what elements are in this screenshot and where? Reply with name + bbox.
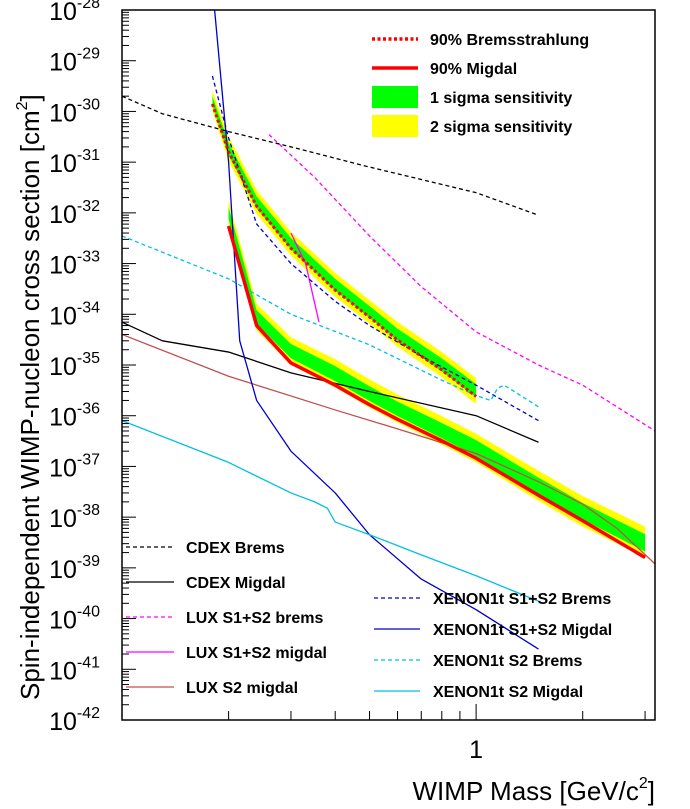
y-tick-power: -40 xyxy=(77,604,100,621)
y-axis-label-sup: 2 xyxy=(14,101,31,110)
legend-top-entry: 2 sigma sensitivity xyxy=(372,115,572,137)
y-tick-label: 10-38 xyxy=(49,502,100,533)
y-tick-label: 10-40 xyxy=(49,604,100,635)
y-tick-base: 10 xyxy=(49,49,77,77)
legend-top-entry: 90% Bremsstrahlung xyxy=(372,32,589,49)
legend-label: XENON1t S2 Migdal xyxy=(433,684,583,701)
y-tick-base: 10 xyxy=(49,201,77,229)
x-axis-label-end: ] xyxy=(648,776,655,806)
x-axis-label: WIMP Mass [GeV/c2] xyxy=(413,775,655,806)
legend-label: LUX S1+S2 brems xyxy=(186,610,324,627)
legend-top-entry: 1 sigma sensitivity xyxy=(372,86,572,108)
y-tick-power: -34 xyxy=(77,299,100,316)
y-tick-label: 10-28 xyxy=(49,0,100,26)
legend-label: XENON1t S2 Brems xyxy=(433,653,582,670)
legend-label: XENON1t S1+S2 Brems xyxy=(433,591,611,608)
y-tick-base: 10 xyxy=(49,657,77,685)
legend-top-entry: 90% Migdal xyxy=(372,61,517,78)
legend-left: CDEX Brems CDEX Migdal LUX S1+S2 brems LUX … xyxy=(126,540,327,697)
legend-right-entry: XENON1t S1+S2 Migdal xyxy=(374,622,612,639)
legend-right-entry: XENON1t S2 Brems xyxy=(374,653,582,670)
y-tick-base: 10 xyxy=(49,353,77,381)
legend-label: CDEX Migdal xyxy=(186,575,286,592)
y-tick-labels: 10-2810-2910-3010-3110-3210-3310-3410-35… xyxy=(49,0,100,736)
legend-label: LUX S2 migdal xyxy=(186,680,298,697)
series-90-migdal xyxy=(226,225,646,560)
y-tick-label: 10-29 xyxy=(49,46,100,77)
y-tick-base: 10 xyxy=(49,708,77,736)
y-tick-label: 10-41 xyxy=(49,654,100,685)
x-tick-labels: 1 xyxy=(469,736,483,764)
legend-right-entry: XENON1t S1+S2 Brems xyxy=(374,591,611,608)
y-tick-label: 10-30 xyxy=(49,96,100,127)
y-tick-power: -39 xyxy=(77,553,100,570)
series-cdex-migdal xyxy=(122,321,539,443)
legend-label: XENON1t S1+S2 Migdal xyxy=(433,622,612,639)
legend-label: 90% Migdal xyxy=(430,61,517,78)
legend-label: LUX S1+S2 migdal xyxy=(186,645,327,662)
y-tick-power: -35 xyxy=(77,350,100,367)
y-tick-power: -41 xyxy=(77,654,100,671)
legend-label: 2 sigma sensitivity xyxy=(430,119,572,136)
y-tick-label: 10-32 xyxy=(49,198,100,229)
y-tick-power: -32 xyxy=(77,198,100,215)
y-tick-label: 10-34 xyxy=(49,299,100,330)
legend-top: 90% Bremsstrahlung 90% Migdal 1 sigma sens… xyxy=(372,32,589,137)
y-tick-power: -42 xyxy=(77,705,100,722)
y-tick-power: -29 xyxy=(77,46,100,63)
legend-left-entry: CDEX Migdal xyxy=(126,575,286,592)
legend-right: XENON1t S1+S2 Brems XENON1t S1+S2 Migdal X… xyxy=(374,591,612,701)
band-1sigma-migdal-sensitivity xyxy=(228,207,646,552)
axis-ticks xyxy=(122,9,646,721)
y-tick-base: 10 xyxy=(49,302,77,330)
y-tick-power: -31 xyxy=(77,147,100,164)
y-tick-base: 10 xyxy=(49,404,77,432)
y-tick-label: 10-39 xyxy=(49,553,100,584)
series-cdex-brems xyxy=(122,95,539,216)
series-xenon1t-s2-brems xyxy=(122,235,539,408)
legend-swatch xyxy=(372,86,418,108)
y-tick-power: -30 xyxy=(77,96,100,113)
y-tick-base: 10 xyxy=(49,99,77,127)
y-tick-label: 10-37 xyxy=(49,451,100,482)
y-tick-label: 10-33 xyxy=(49,249,100,280)
y-tick-base: 10 xyxy=(49,150,77,178)
legend-left-entry: LUX S2 migdal xyxy=(126,680,298,697)
legend-label: CDEX Brems xyxy=(186,540,285,557)
x-axis-label-sup: 2 xyxy=(639,775,648,792)
y-tick-base: 10 xyxy=(49,607,77,635)
y-tick-base: 10 xyxy=(49,252,77,280)
y-tick-label: 10-36 xyxy=(49,401,100,432)
y-tick-base: 10 xyxy=(49,454,77,482)
y-tick-power: -38 xyxy=(77,502,100,519)
y-tick-power: -28 xyxy=(77,0,100,12)
y-tick-power: -37 xyxy=(77,451,100,468)
y-tick-label: 10-31 xyxy=(49,147,100,178)
y-axis-label: Spin-independent WIMP-nucleon cross sect… xyxy=(14,94,45,700)
y-tick-label: 10-42 xyxy=(49,705,100,736)
legend-left-entry: LUX S1+S2 migdal xyxy=(126,645,327,662)
legend-label: 90% Bremsstrahlung xyxy=(430,32,589,49)
y-axis-label-end: ] xyxy=(15,94,45,101)
y-tick-label: 10-35 xyxy=(49,350,100,381)
y-tick-base: 10 xyxy=(49,556,77,584)
y-tick-power: -33 xyxy=(77,249,100,266)
legend-right-entry: XENON1t S2 Migdal xyxy=(374,684,583,701)
series-xenon1t-s2-migdal xyxy=(122,420,539,602)
legend-label: 1 sigma sensitivity xyxy=(430,90,572,107)
series-lux-s2-migdal xyxy=(122,333,655,565)
x-tick-label: 1 xyxy=(469,736,483,764)
y-tick-base: 10 xyxy=(49,505,77,533)
legend-left-entry: CDEX Brems xyxy=(126,540,285,557)
y-tick-power: -36 xyxy=(77,401,100,418)
y-tick-base: 10 xyxy=(49,0,77,26)
limit-curves xyxy=(122,10,655,650)
legend-swatch xyxy=(372,115,418,137)
legend-left-entry: LUX S1+S2 brems xyxy=(126,610,324,627)
series-90-bremsstrahlung xyxy=(210,103,478,398)
sensitivity-bands xyxy=(212,90,646,558)
band-1sigma-bremsstrahlung-sensitivity xyxy=(212,96,477,398)
